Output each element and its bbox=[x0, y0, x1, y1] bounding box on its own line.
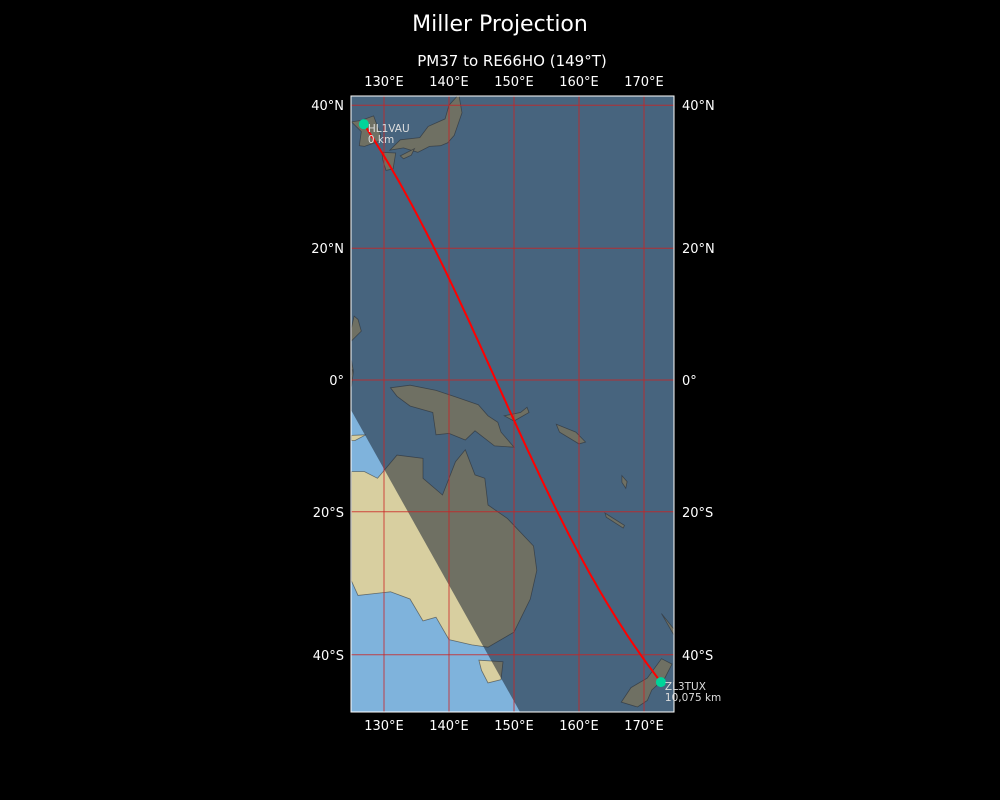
lat-tick-label-right: 40°N bbox=[682, 99, 715, 114]
lon-tick-label-top: 130°E bbox=[364, 75, 404, 90]
map-subtitle: PM37 to RE66HO (149°T) bbox=[417, 52, 607, 70]
lon-tick-label-bottom: 160°E bbox=[559, 719, 599, 734]
lat-tick-label-right: 20°N bbox=[682, 242, 715, 257]
lat-tick-label-left: 0° bbox=[329, 374, 344, 389]
station-call-label: ZL3TUX bbox=[665, 681, 706, 693]
lat-tick-label-left: 20°S bbox=[313, 506, 344, 521]
lon-tick-label-bottom: 130°E bbox=[364, 719, 404, 734]
lat-tick-label-left: 40°S bbox=[313, 649, 344, 664]
map-frame bbox=[350, 95, 675, 713]
station-marker bbox=[655, 677, 666, 688]
station-distance-label: 10,075 km bbox=[665, 692, 721, 704]
lat-tick-label-right: 20°S bbox=[682, 506, 713, 521]
lat-tick-label-left: 40°N bbox=[311, 99, 344, 114]
lon-tick-label-bottom: 170°E bbox=[624, 719, 664, 734]
map-title: Miller Projection bbox=[412, 12, 588, 37]
station-call-label: HL1VAU bbox=[368, 123, 410, 135]
lon-tick-label-bottom: 150°E bbox=[494, 719, 534, 734]
lat-tick-label-right: 0° bbox=[682, 374, 697, 389]
lat-tick-label-right: 40°S bbox=[682, 649, 713, 664]
great-circle-path bbox=[363, 123, 662, 683]
night-shading bbox=[351, 96, 674, 712]
lat-tick-label-left: 20°N bbox=[311, 242, 344, 257]
station-distance-label: 0 km bbox=[368, 134, 394, 146]
station-marker bbox=[358, 119, 369, 130]
lon-tick-label-top: 170°E bbox=[624, 75, 664, 90]
lon-tick-label-bottom: 140°E bbox=[429, 719, 469, 734]
lon-tick-label-top: 160°E bbox=[559, 75, 599, 90]
lon-tick-label-top: 140°E bbox=[429, 75, 469, 90]
lon-tick-label-top: 150°E bbox=[494, 75, 534, 90]
